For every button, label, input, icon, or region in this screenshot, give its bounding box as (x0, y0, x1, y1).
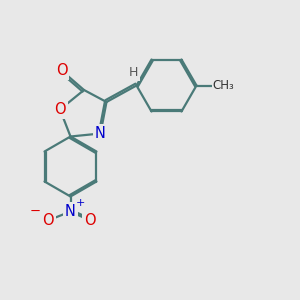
Text: H: H (129, 66, 138, 80)
Text: CH₃: CH₃ (213, 79, 234, 92)
Text: O: O (42, 213, 54, 228)
Text: O: O (56, 63, 67, 78)
Text: −: − (29, 205, 40, 218)
Text: +: + (76, 198, 85, 208)
Text: O: O (54, 102, 66, 117)
Text: N: N (65, 204, 76, 219)
Text: O: O (84, 213, 96, 228)
Text: N: N (95, 126, 106, 141)
